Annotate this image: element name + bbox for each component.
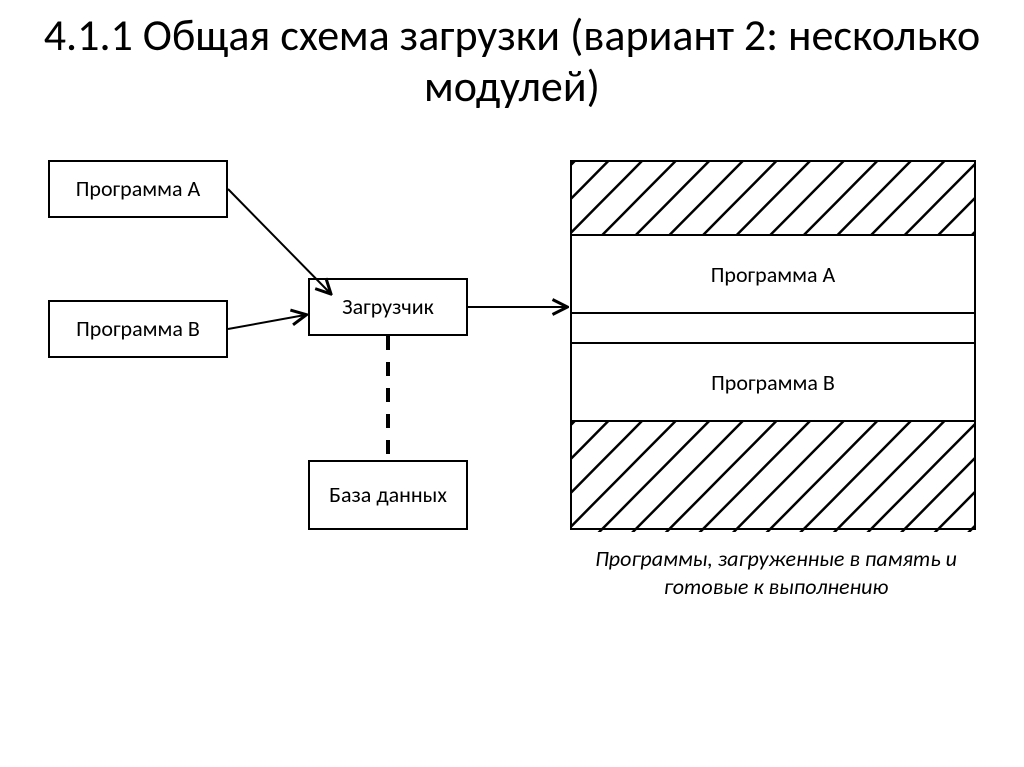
memory-section-program-a: Программа А: [572, 234, 974, 314]
memory-section-label: Программа А: [711, 261, 836, 288]
memory-hatch-bottom: [572, 422, 974, 532]
node-database: База данных: [308, 460, 468, 530]
caption-text: Программы, загруженные в память и готовы…: [595, 545, 957, 600]
memory-caption: Программы, загруженные в память и готовы…: [566, 545, 986, 600]
memory-section-label: Программа В: [711, 369, 835, 396]
page-title: 4.1.1 Общая схема загрузки (вариант 2: н…: [0, 0, 1024, 111]
node-loader: Загрузчик: [308, 278, 468, 336]
node-label: Загрузчик: [342, 294, 434, 320]
node-label: Программа А: [76, 176, 201, 202]
memory-section-program-b: Программа В: [572, 342, 974, 422]
node-program-a: Программа А: [48, 160, 228, 218]
node-program-b: Программа В: [48, 300, 228, 358]
diagram-canvas: Программа А Программа В Загрузчик База д…: [0, 150, 1024, 750]
memory-hatch-top: [572, 162, 974, 234]
node-label: База данных: [329, 482, 447, 508]
node-label: Программа В: [76, 316, 200, 342]
memory-block: Программа А Программа В: [570, 160, 976, 530]
